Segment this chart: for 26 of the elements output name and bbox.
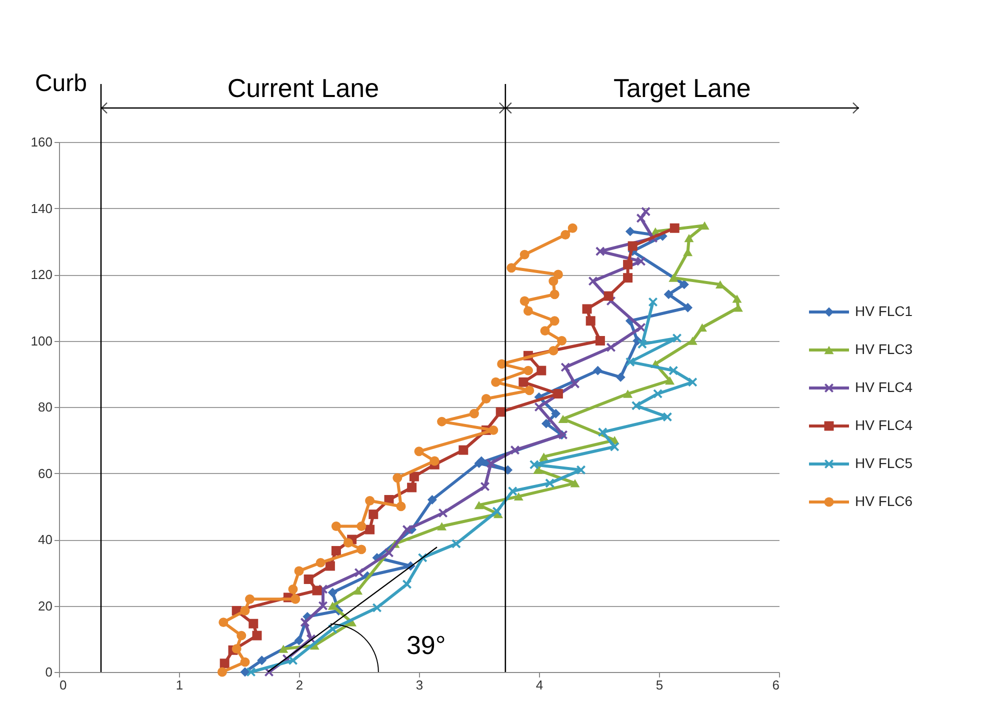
x-tick-label: 1: [176, 678, 184, 692]
legend-label: HV FLC5: [855, 455, 913, 471]
y-tick-label: 20: [38, 598, 52, 614]
y-tick-label: 40: [38, 532, 52, 547]
y-tick-label: 160: [30, 134, 52, 150]
y-tick-label: 140: [30, 200, 52, 216]
legend-label: HV FLC6: [855, 493, 913, 509]
ref-line-label: Curb: [34, 70, 87, 97]
x-tick-label: 3: [416, 678, 424, 692]
x-tick-label: 5: [656, 678, 664, 692]
text: Current Lane: [227, 73, 380, 103]
x-tick-label: 6: [772, 678, 780, 692]
x-tick-label: 4: [536, 678, 544, 692]
x-tick-label: 2: [296, 678, 304, 692]
y-tick-label: 60: [38, 466, 52, 481]
x-tick-label: 0: [60, 678, 67, 692]
legend-label: HV FLC3: [855, 341, 913, 357]
y-tick-label: 100: [30, 333, 52, 348]
y-tick-label: 80: [38, 400, 52, 414]
y-tick-label: 120: [30, 267, 52, 282]
text: Target Lane: [614, 73, 751, 103]
annotation: 39°: [406, 630, 446, 660]
legend-label: HV FLC4: [855, 417, 913, 433]
y-tick-label: 0: [45, 664, 52, 680]
legend-label: HV FLC4: [855, 379, 913, 395]
legend-label: HV FLC1: [855, 303, 913, 319]
